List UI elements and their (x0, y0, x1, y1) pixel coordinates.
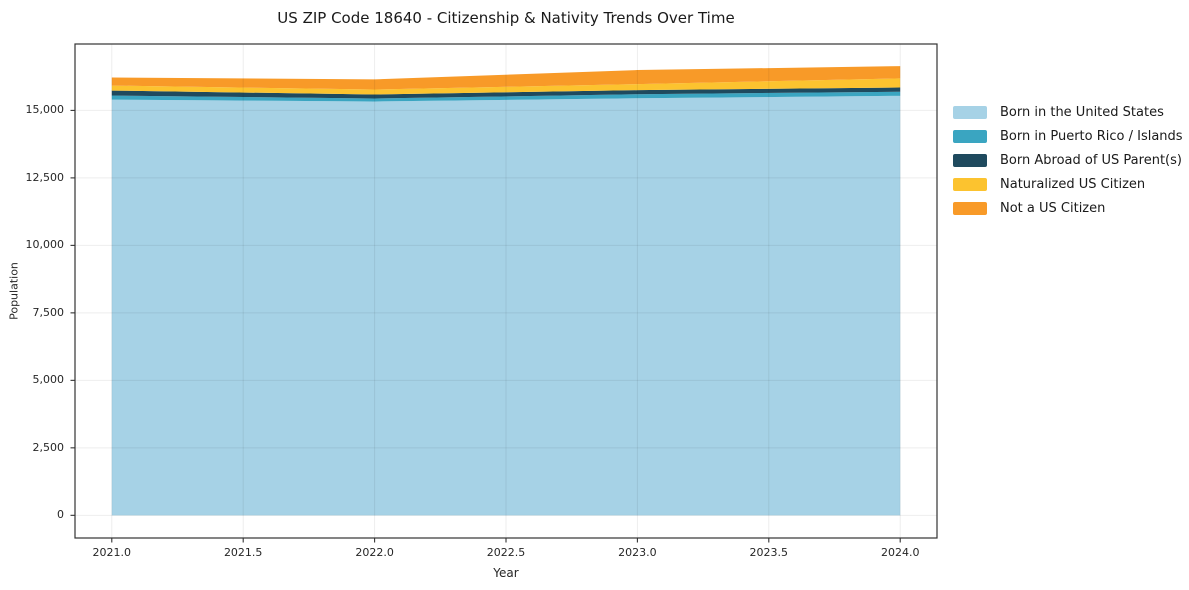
y-tick-label: 5,000 (32, 373, 65, 387)
chart-title: US ZIP Code 18640 - Citizenship & Nativi… (277, 9, 735, 27)
legend-swatch-icon (953, 178, 987, 191)
x-tick-label: 2024.0 (880, 546, 920, 559)
legend-label: Born in the United States (1000, 105, 1164, 120)
legend-swatch-icon (953, 106, 987, 119)
legend-label: Born in Puerto Rico / Islands (1000, 129, 1183, 144)
x-tick-label: 2023.0 (618, 546, 657, 559)
legend-item: Born in the United States (953, 104, 1183, 121)
legend-swatch-icon (953, 130, 987, 143)
x-axis-label: Year (493, 566, 519, 580)
y-tick-label: 7,500 (32, 305, 65, 319)
legend-label: Naturalized US Citizen (1000, 177, 1146, 192)
y-tick-label: 2,500 (32, 440, 65, 454)
x-tick-label: 2021.5 (223, 546, 263, 559)
x-tick-label: 2022.0 (355, 546, 394, 559)
legend-swatch-icon (953, 202, 987, 215)
y-tick-label: 12,500 (25, 170, 65, 184)
x-tick-label: 2021.0 (92, 546, 132, 559)
area-series-3 (111, 78, 901, 95)
y-tick-label: 0 (57, 508, 64, 522)
legend-label: Born Abroad of US Parent(s) (1000, 153, 1182, 168)
legend-item: Born in Puerto Rico / Islands (953, 128, 1183, 145)
x-tick-label: 2023.5 (749, 546, 789, 559)
legend: Born in the United States Born in Puerto … (953, 104, 1183, 224)
legend-item: Not a US Citizen (953, 200, 1183, 217)
y-tick-label: 10,000 (25, 238, 65, 252)
area-series-2 (111, 87, 901, 99)
legend-item: Born Abroad of US Parent(s) (953, 152, 1183, 169)
legend-label: Not a US Citizen (1000, 201, 1106, 216)
y-tick-label: 15,000 (25, 103, 65, 117)
area-series-0 (111, 95, 901, 516)
legend-item: Naturalized US Citizen (953, 176, 1183, 193)
area-series-1 (111, 91, 901, 102)
area-series-4 (111, 66, 901, 90)
x-tick-label: 2022.5 (486, 546, 526, 559)
legend-swatch-icon (953, 154, 987, 167)
